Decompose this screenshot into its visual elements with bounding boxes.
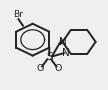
Text: S: S bbox=[46, 52, 52, 62]
Text: N: N bbox=[59, 37, 66, 47]
Text: O: O bbox=[37, 64, 44, 73]
Text: O: O bbox=[55, 64, 62, 73]
Text: Br: Br bbox=[13, 10, 23, 19]
Text: N: N bbox=[62, 48, 70, 58]
